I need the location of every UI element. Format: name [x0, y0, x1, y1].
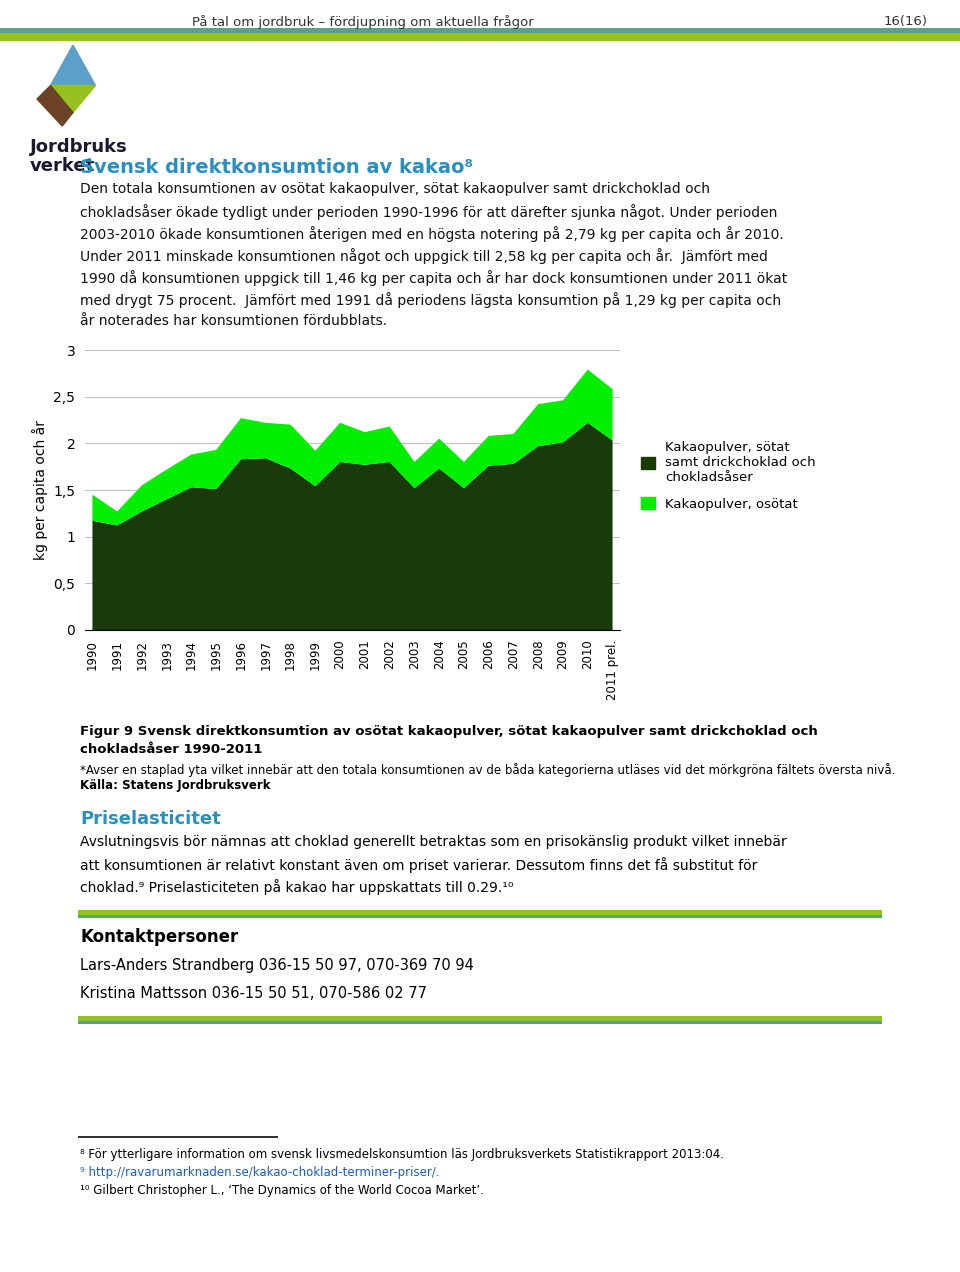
Text: Priselasticitet: Priselasticitet: [80, 810, 221, 828]
Text: Källa: Statens Jordbruksverk: Källa: Statens Jordbruksverk: [80, 778, 271, 792]
Text: Under 2011 minskade konsumtionen något och uppgick till 2,58 kg per capita och å: Under 2011 minskade konsumtionen något o…: [80, 248, 768, 265]
Text: chokladsåser 1990-2011: chokladsåser 1990-2011: [80, 743, 262, 756]
Text: 2003-2010 ökade konsumtionen återigen med en högsta notering på 2,79 kg per capi: 2003-2010 ökade konsumtionen återigen me…: [80, 226, 783, 242]
Text: 1990 då konsumtionen uppgick till 1,46 kg per capita och år har dock konsumtione: 1990 då konsumtionen uppgick till 1,46 k…: [80, 270, 787, 286]
Text: Kristina Mattsson 036-15 50 51, 070-586 02 77: Kristina Mattsson 036-15 50 51, 070-586 …: [80, 986, 427, 1001]
Text: 16(16): 16(16): [883, 15, 927, 28]
Text: *Avser en staplad yta vilket innebär att den totala konsumtionen av de båda kate: *Avser en staplad yta vilket innebär att…: [80, 763, 896, 777]
Polygon shape: [37, 85, 73, 126]
Text: Avslutningsvis bör nämnas att choklad generellt betraktas som en prisokänslig pr: Avslutningsvis bör nämnas att choklad ge…: [80, 834, 787, 848]
Text: Jordbruks
verket: Jordbruks verket: [30, 137, 128, 176]
Polygon shape: [51, 45, 95, 85]
Text: ⁸ För ytterligare information om svensk livsmedelskonsumtion läs Jordbruksverket: ⁸ För ytterligare information om svensk …: [80, 1149, 724, 1161]
Text: choklad.⁹ Priselasticiteten på kakao har uppskattats till 0.29.¹⁰: choklad.⁹ Priselasticiteten på kakao har…: [80, 879, 514, 895]
Text: Svensk direktkonsumtion av kakao⁸: Svensk direktkonsumtion av kakao⁸: [80, 158, 473, 177]
Y-axis label: kg per capita och år: kg per capita och år: [32, 420, 48, 560]
Text: chokladsåser ökade tydligt under perioden 1990-1996 för att därefter sjunka någo: chokladsåser ökade tydligt under periode…: [80, 204, 778, 220]
Text: år noterades har konsumtionen fördubblats.: år noterades har konsumtionen fördubblat…: [80, 314, 387, 328]
Text: Den totala konsumtionen av osötat kakaopulver, sötat kakaopulver samt drickchokl: Den totala konsumtionen av osötat kakaop…: [80, 182, 710, 196]
Text: med drygt 75 procent.  Jämfört med 1991 då periodens lägsta konsumtion på 1,29 k: med drygt 75 procent. Jämfört med 1991 d…: [80, 293, 781, 308]
Text: Lars-Anders Strandberg 036-15 50 97, 070-369 70 94: Lars-Anders Strandberg 036-15 50 97, 070…: [80, 958, 474, 973]
Text: Kontaktpersoner: Kontaktpersoner: [80, 929, 238, 946]
Text: På tal om jordbruk – fördjupning om aktuella frågor: På tal om jordbruk – fördjupning om aktu…: [192, 15, 534, 29]
Text: Figur 9 Svensk direktkonsumtion av osötat kakaopulver, sötat kakaopulver samt dr: Figur 9 Svensk direktkonsumtion av osöta…: [80, 725, 818, 738]
Text: ⁹ http://ravarumarknaden.se/kakao-choklad-terminer-priser/.: ⁹ http://ravarumarknaden.se/kakao-chokla…: [80, 1166, 440, 1179]
Polygon shape: [51, 85, 95, 112]
Legend: Kakaopulver, sötat
samt drickchoklad och
chokladsåser, Kakaopulver, osötat: Kakaopulver, sötat samt drickchoklad och…: [636, 436, 821, 516]
Text: att konsumtionen är relativt konstant även om priset varierar. Dessutom finns de: att konsumtionen är relativt konstant äv…: [80, 857, 757, 873]
Text: ¹⁰ Gilbert Christopher L., ‘The Dynamics of the World Cocoa Market’.: ¹⁰ Gilbert Christopher L., ‘The Dynamics…: [80, 1184, 484, 1197]
